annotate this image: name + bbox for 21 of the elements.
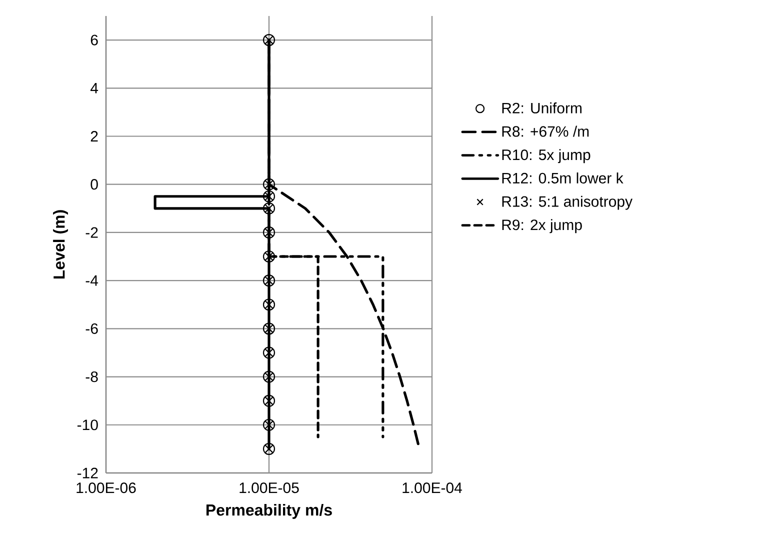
legend-label: R2: Uniform (502, 102, 582, 114)
y-tick-label: -2 (86, 227, 98, 238)
legend-label: R9: 2x jump (502, 219, 582, 234)
y-tick-label: 4 (90, 82, 98, 94)
y-axis-title: Level (m) (53, 210, 68, 279)
x-tick-label: 1.00E-06 (76, 482, 136, 494)
y-tick-label: 6 (90, 34, 98, 46)
x-axis-title: Permeability m/s (206, 504, 332, 519)
x-tick-label: 1.00E-04 (402, 482, 462, 494)
legend-label: R8: +67% /m (502, 126, 589, 137)
y-tick-label: 0 (90, 179, 98, 190)
y-tick-label: -12 (77, 468, 98, 478)
legend-label: R13: 5:1 anisotropy (502, 196, 633, 210)
legend-label: R10: 5x jump (502, 149, 590, 164)
x-tick-label: 1.00E-05 (240, 482, 299, 494)
y-tick-label: -10 (77, 420, 98, 430)
y-tick-label: -8 (86, 371, 98, 382)
y-tick-label: 2 (90, 131, 98, 142)
y-tick-label: -4 (86, 275, 98, 286)
y-tick-label: -6 (86, 323, 98, 334)
legend-label: R12: 0.5m lower k (502, 172, 624, 184)
